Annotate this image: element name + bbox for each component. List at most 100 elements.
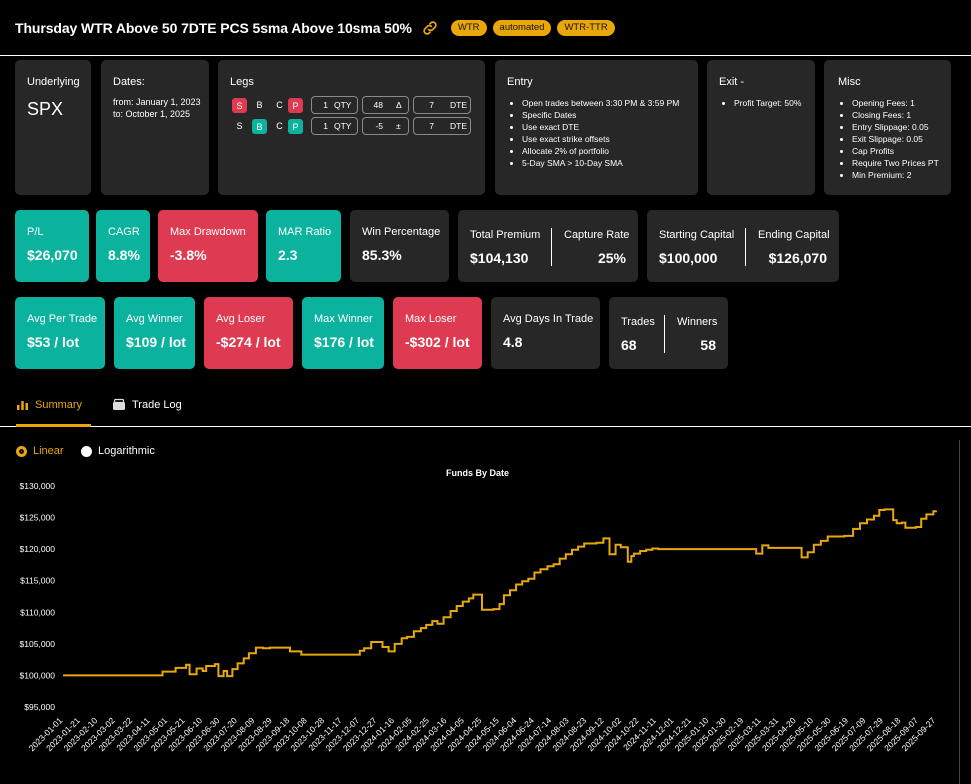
entry-rule: Use exact DTE	[522, 121, 679, 133]
leg-dte-value: 7	[429, 100, 434, 110]
leg-qty-value: 1	[323, 121, 328, 131]
stat-label: MAR Ratio	[278, 226, 332, 238]
log-book-icon	[113, 398, 125, 410]
stat-label: Max Winner	[314, 313, 373, 325]
dates-to: to: October 1, 2025	[113, 109, 191, 119]
leg-type-label: P	[292, 100, 299, 111]
bar-chart-icon	[17, 401, 28, 410]
capture-rate-value: 25%	[597, 250, 626, 266]
radio-logarithmic[interactable]: Logarithmic	[81, 445, 155, 457]
stat-label: Avg Days In Trade	[503, 313, 594, 325]
y-tick-label: $105,000	[20, 639, 56, 649]
radio-selected-icon	[16, 445, 27, 457]
y-tick-label: $125,000	[20, 513, 56, 523]
entry-label: Entry	[507, 76, 533, 88]
y-tick-label: $95,000	[24, 702, 55, 712]
tag-wtr-ttr[interactable]: WTR-TTR	[557, 20, 615, 36]
tag-automated[interactable]: automated	[492, 20, 552, 36]
leg-side-buy-toggle[interactable]: B	[256, 100, 263, 110]
tab-trade-log-label: Trade Log	[132, 398, 182, 411]
stat-label: Avg Per Trade	[27, 313, 98, 325]
radio-linear-label: Linear	[33, 445, 64, 457]
stat-mar-ratio: MAR Ratio 2.3	[266, 210, 341, 282]
premium-card: Total Premium $104,130 Capture Rate 25%	[458, 210, 638, 282]
entry-rule: Specific Dates	[522, 109, 679, 121]
underlying-label: Underlying	[27, 76, 80, 88]
premium-divider	[551, 228, 552, 266]
strategy-title: Thursday WTR Above 50 7DTE PCS 5sma Abov…	[15, 20, 412, 36]
total-premium-value: $104,130	[470, 250, 529, 266]
leg-type-put-toggle[interactable]: P	[288, 119, 303, 134]
stat-value: 4.8	[503, 334, 523, 350]
leg-side-label: B	[256, 121, 263, 132]
capture-rate-label: Capture Rate	[564, 229, 630, 241]
tab-summary[interactable]: Summary	[16, 398, 82, 411]
radio-linear[interactable]: Linear	[16, 445, 64, 457]
winners-value: 58	[700, 337, 716, 353]
leg-dte-field[interactable]: 7 DTE	[413, 117, 471, 135]
stat-value: 2.3	[278, 247, 298, 263]
stat-avg-winner: Avg Winner $109 / lot	[114, 297, 195, 369]
radio-unselected-icon	[81, 445, 92, 457]
leg-qty-unit: QTY	[334, 121, 352, 131]
entry-rule: 5-Day SMA > 10-Day SMA	[522, 157, 679, 169]
stat-label: Max Drawdown	[170, 226, 246, 238]
link-icon[interactable]	[421, 19, 439, 37]
misc-setting: Closing Fees: 1	[852, 109, 939, 121]
leg-qty-field[interactable]: 1 QTY	[311, 96, 358, 114]
misc-setting: Require Two Prices PT	[852, 157, 939, 169]
leg-delta-value: 48	[373, 100, 383, 110]
leg-type-label: P	[292, 121, 299, 132]
trades-divider	[664, 315, 665, 353]
exit-rules-list: Profit Target: 50%	[720, 97, 801, 109]
funds-by-date-chart: Funds By Date $95,000 $100,000 $105,000 $110…	[20, 468, 938, 753]
leg-type-call-toggle[interactable]: C	[276, 121, 283, 131]
y-tick-label: $115,000	[20, 576, 55, 586]
tabs-divider	[0, 426, 971, 427]
y-tick-label: $100,000	[20, 670, 56, 680]
entry-card: Entry Open trades between 3:30 PM & 3:59…	[495, 60, 698, 195]
stat-cagr: CAGR 8.8%	[96, 210, 150, 282]
leg-delta-field[interactable]: -5 ±	[362, 117, 409, 135]
radio-log-label: Logarithmic	[98, 445, 155, 457]
leg-side-sell-toggle[interactable]: S	[232, 98, 247, 113]
leg-qty-field[interactable]: 1 QTY	[311, 117, 358, 135]
header-divider	[0, 55, 971, 56]
leg-type-call-toggle[interactable]: C	[276, 100, 283, 110]
leg-type-put-toggle[interactable]: P	[288, 98, 303, 113]
dates-from: from: January 1, 2023	[113, 97, 201, 107]
stat-max-loser: Max Loser -$302 / lot	[393, 297, 482, 369]
active-tab-indicator	[16, 424, 91, 427]
dates-label: Dates:	[113, 76, 145, 88]
leg-side-buy-toggle[interactable]: B	[252, 119, 267, 134]
stat-avg-per-trade: Avg Per Trade $53 / lot	[15, 297, 105, 369]
stat-label: Avg Loser	[216, 313, 266, 325]
misc-setting: Exit Slippage: 0.05	[852, 133, 939, 145]
legs-card: Legs S B C P 1 QTY 48 Δ 7 DTE S B C P 1 QTY -5 ±7 DTE	[218, 60, 485, 195]
stat-label: Avg Winner	[126, 313, 183, 325]
stat-value: $53 / lot	[27, 334, 80, 350]
underlying-card: Underlying SPX	[15, 60, 91, 195]
dates-card: Dates: from: January 1, 2023 to: October…	[101, 60, 209, 195]
tab-trade-log[interactable]: Trade Log	[112, 398, 182, 411]
leg-delta-field[interactable]: 48 Δ	[362, 96, 409, 114]
capital-divider	[745, 228, 746, 266]
stat-avg-days-in-trade: Avg Days In Trade 4.8	[491, 297, 600, 369]
stat-value: -3.8%	[170, 247, 207, 263]
legs-label: Legs	[230, 76, 254, 88]
entry-rule: Use exact strike offsets	[522, 133, 679, 145]
leg-dte-unit: DTE	[450, 100, 467, 110]
y-tick-label: $110,000	[20, 607, 55, 617]
leg-dte-field[interactable]: 7 DTE	[413, 96, 471, 114]
exit-label: Exit -	[719, 76, 745, 88]
trades-label: Trades	[621, 316, 655, 328]
trades-value: 68	[621, 337, 637, 353]
stat-value: $26,070	[27, 247, 78, 263]
total-premium-label: Total Premium	[470, 229, 541, 241]
leg-side-sell-toggle[interactable]: S	[236, 121, 243, 131]
stat-value: $176 / lot	[314, 334, 374, 350]
scrollbar-track[interactable]	[959, 440, 960, 784]
winners-label: Winners	[677, 316, 718, 328]
tag-wtr[interactable]: WTR	[450, 20, 487, 36]
misc-setting: Min Premium: 2	[852, 169, 939, 181]
